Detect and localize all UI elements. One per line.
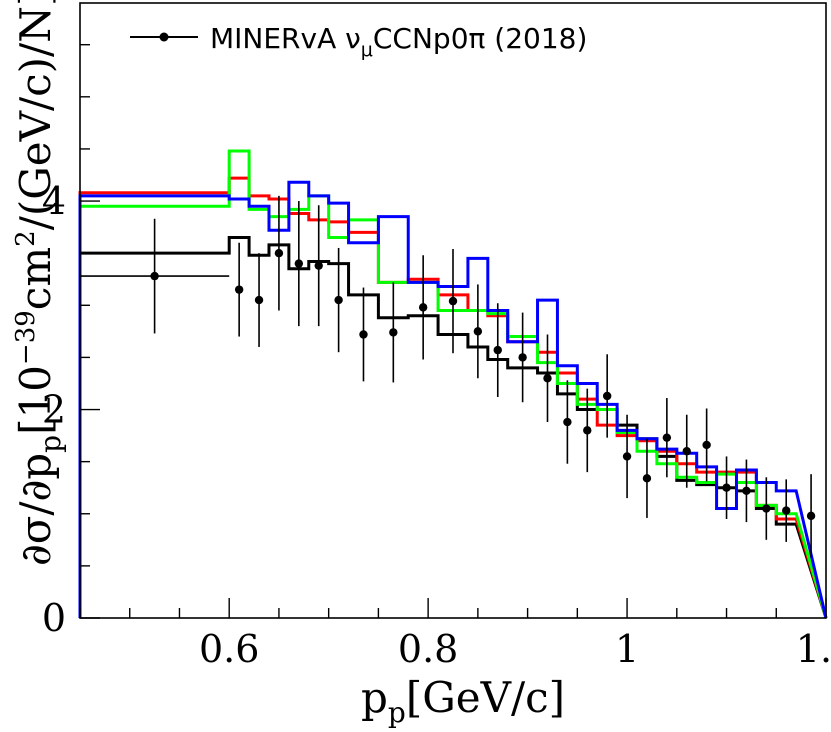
legend-label-main: MINERvA ν xyxy=(210,22,361,55)
legend-label-sub: μ xyxy=(361,39,373,61)
data-point xyxy=(622,452,632,461)
legend: MINERvA νμCCNp0π (2018) xyxy=(130,22,587,61)
data-point xyxy=(702,440,711,450)
y-axis-label: ∂σ/∂pp[10−39cm2/(GeV/c)/N] xyxy=(11,0,67,566)
data-point xyxy=(762,504,771,513)
data-point xyxy=(150,271,159,281)
data-point xyxy=(543,374,552,383)
x-tick-label: 0.6 xyxy=(199,627,259,671)
legend-marker-dot xyxy=(159,32,169,42)
data-point xyxy=(314,261,323,270)
x-tick-label: 0.8 xyxy=(398,627,458,671)
axes-layer xyxy=(79,2,827,619)
y-axis-label-sub: p xyxy=(34,435,67,453)
data-point xyxy=(448,296,458,306)
y-axis-label-end: /(GeV/c)/N] xyxy=(11,0,60,230)
x-axis-label-main: p xyxy=(361,673,388,722)
data-point xyxy=(254,295,264,305)
data-point xyxy=(806,511,816,521)
data-point xyxy=(682,447,691,456)
y-tick-label: 2 xyxy=(42,388,66,432)
data-point xyxy=(642,474,652,483)
data-point xyxy=(518,353,527,362)
data-point xyxy=(782,506,791,515)
x-axis-label: pp[GeV/c] xyxy=(361,673,565,729)
y-axis-label-prefix: ∂σ/∂p xyxy=(11,453,60,566)
data-point xyxy=(742,486,751,496)
data-point xyxy=(493,345,502,355)
y-axis-label-exp2: 2 xyxy=(11,230,41,247)
y-axis-label-open: [10 xyxy=(11,365,60,435)
data-point xyxy=(294,259,304,268)
legend-label-end: CCNp0π (2018) xyxy=(373,22,588,55)
data-point xyxy=(563,417,572,427)
y-tick-label: 0 xyxy=(42,596,66,640)
x-axis-label-sub: p xyxy=(388,696,406,729)
y-tick-label: 4 xyxy=(42,179,66,223)
points-layer xyxy=(80,195,816,558)
data-point xyxy=(602,391,612,401)
data-point xyxy=(418,303,428,312)
data-point xyxy=(234,285,244,294)
plot-frame xyxy=(79,2,827,619)
ticks-layer: 0.6 0.8 1 1.2 0 2 4 xyxy=(42,43,831,671)
legend-label: MINERvA νμCCNp0π (2018) xyxy=(210,22,587,61)
data-point xyxy=(583,426,592,435)
data-point xyxy=(473,327,483,336)
data-point xyxy=(359,330,368,339)
data-point xyxy=(389,328,398,337)
y-axis-label-mid: cm xyxy=(11,247,60,310)
data-point xyxy=(722,483,731,492)
x-axis-label-unit: [GeV/c] xyxy=(406,673,565,722)
y-axis-label-exp: −39 xyxy=(11,310,41,365)
data-point xyxy=(662,433,672,442)
x-tick-label: 1 xyxy=(615,627,639,671)
x-tick-label: 1.2 xyxy=(796,627,831,671)
data-point xyxy=(334,295,343,305)
data-point xyxy=(274,248,284,258)
